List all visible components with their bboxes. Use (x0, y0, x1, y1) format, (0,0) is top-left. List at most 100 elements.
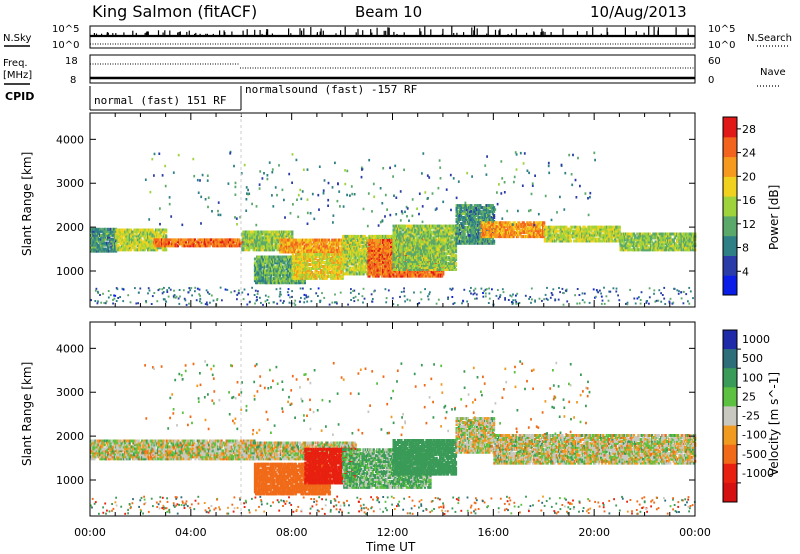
nsky-spikes (93, 26, 690, 36)
data-cell (104, 243, 107, 247)
data-cell (267, 242, 270, 246)
data-cell (132, 230, 135, 234)
data-cell (145, 232, 148, 236)
data-cell (173, 242, 176, 246)
freq-axis-bottom: 8 (70, 75, 76, 86)
data-cell (317, 238, 320, 242)
data-cell (126, 246, 129, 250)
data-cell (304, 246, 307, 250)
data-cell (104, 237, 107, 241)
data-cell (113, 237, 116, 241)
data-cell (223, 240, 226, 244)
data-cell (173, 244, 176, 248)
data-cell (253, 240, 256, 244)
data-cell (166, 242, 169, 246)
data-cell (166, 244, 169, 248)
data-cell (235, 244, 238, 248)
data-cell (161, 228, 164, 232)
data-cell (297, 276, 300, 280)
data-cell (243, 240, 246, 244)
count-axis-top-left: 10^5 (52, 24, 79, 35)
data-cell (270, 234, 273, 238)
data-cell (159, 240, 162, 244)
data-cell (96, 235, 99, 239)
data-cell (144, 230, 147, 234)
count-axis-bottom-right: 10^0 (708, 40, 735, 51)
data-cell (267, 240, 270, 244)
data-cell (145, 240, 148, 244)
data-cell (151, 232, 154, 236)
data-cell (115, 244, 118, 248)
data-cell (135, 248, 138, 252)
data-cell (142, 244, 145, 248)
data-cell (209, 242, 212, 246)
data-cell (149, 248, 152, 252)
data-cell (322, 246, 325, 250)
data-cell (244, 244, 247, 248)
data-cell (107, 233, 110, 237)
data-cell (135, 242, 138, 246)
data-cell (110, 249, 113, 253)
data-cell (299, 244, 302, 248)
data-cell (184, 244, 187, 248)
cpid-strip: CPID normal (fast) 151 RF normalsound (f… (5, 83, 417, 111)
data-cell (113, 247, 116, 251)
data-cell (95, 233, 98, 237)
data-cell (242, 236, 245, 240)
data-cell (118, 238, 121, 242)
data-cell (274, 246, 277, 250)
data-cell (117, 244, 120, 248)
data-cell (172, 240, 175, 244)
data-cell (132, 240, 135, 244)
data-cell (321, 246, 324, 250)
data-cell (135, 240, 138, 244)
data-cell (250, 246, 253, 250)
data-cell (289, 248, 292, 252)
data-cell (123, 248, 126, 252)
data-cell (170, 244, 173, 248)
data-cell (101, 245, 104, 249)
data-cell (261, 246, 264, 250)
data-cell (298, 242, 301, 246)
data-cell (127, 238, 130, 242)
data-cell (283, 230, 286, 234)
data-cell (288, 242, 291, 246)
data-cell (154, 238, 157, 242)
freq-strip: Freq. [MHz] 18 8 60 0 Nave (3, 54, 786, 87)
freq-label: Freq. (3, 58, 28, 69)
data-cell (253, 248, 256, 252)
data-cell (116, 246, 119, 250)
data-cell (153, 240, 156, 244)
data-cell (216, 240, 219, 244)
data-cell (120, 228, 124, 232)
data-cell (244, 242, 247, 246)
data-cell (267, 236, 270, 240)
data-cell (217, 244, 220, 248)
data-cell (297, 248, 300, 252)
data-cell (116, 230, 119, 234)
data-cell (263, 230, 267, 234)
data-cell (144, 228, 147, 232)
data-cell (219, 240, 223, 244)
data-cell (327, 238, 330, 242)
data-cell (107, 231, 110, 235)
data-cell (156, 248, 159, 252)
data-cell (104, 241, 107, 245)
data-cell (317, 246, 320, 250)
data-cell (265, 236, 268, 240)
data-cell (314, 242, 317, 246)
data-cell (294, 238, 298, 242)
data-cell (104, 229, 107, 233)
data-cell (171, 238, 174, 242)
power-heatmap-cells (90, 150, 697, 307)
data-cell (170, 242, 173, 246)
data-cell (193, 238, 197, 242)
data-cell (116, 244, 119, 248)
data-cell (161, 236, 164, 240)
data-cell (294, 242, 298, 246)
data-cell (270, 236, 273, 240)
data-cell (250, 242, 253, 246)
data-cell (216, 244, 219, 248)
data-cell (277, 244, 280, 248)
data-cell (291, 236, 294, 240)
